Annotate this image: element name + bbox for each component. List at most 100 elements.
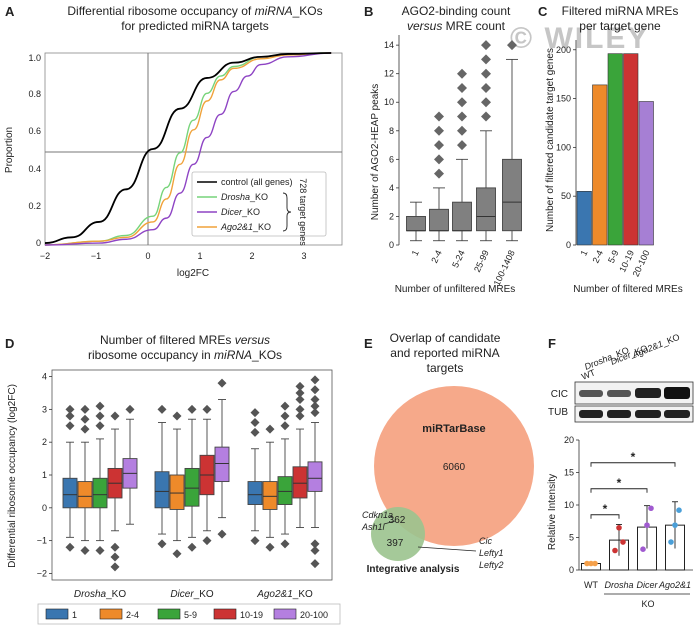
panel-d-y-ticks: −2 −1 0 1 2 3 4 [37, 372, 52, 578]
panel-b-title: AGO2-binding count [402, 4, 511, 18]
blot-label-cic: CIC [551, 389, 568, 400]
data-point [676, 507, 682, 513]
venn-small-value: 397 [387, 538, 404, 549]
outlier-point [280, 411, 290, 421]
box [406, 215, 426, 232]
panel-f-ytick: 20 [564, 435, 574, 445]
band-tub-ago [664, 410, 690, 418]
panel-f-xtick: Drosha [604, 580, 633, 590]
box-5-9 [184, 467, 200, 507]
bar-10-19 [623, 53, 639, 246]
panel-f-bars: * * * [581, 450, 685, 571]
panel-b-xtick: 100-1408 [492, 249, 517, 288]
outlier-point [125, 404, 135, 414]
band-tub-drosha [607, 410, 631, 418]
panel-a-ytick: 0 [36, 238, 41, 248]
panel-a-y-ticks: 0 0.2 0.4 0.6 0.8 1.0 [28, 53, 41, 248]
outlier-point [310, 385, 320, 395]
panel-c-ytick: 200 [556, 45, 571, 55]
panel-f-xtick: Ago2&1 [658, 580, 691, 590]
blot-tub [574, 405, 694, 423]
outlier-point [250, 536, 260, 546]
outlier-point [80, 404, 90, 414]
panel-c-xtick: 1 [578, 249, 589, 258]
legend-swatch-20-100 [273, 608, 297, 620]
outlier-point [95, 411, 105, 421]
outlier-point [65, 411, 75, 421]
panel-d-ytick: 0 [42, 503, 47, 513]
venn-big-label: miRTarBase [422, 423, 485, 435]
panel-e-letter: E [364, 336, 373, 351]
outlier-point [295, 404, 305, 414]
panel-b-xtick: 25-99 [472, 249, 491, 274]
data-point [668, 539, 674, 545]
panel-a-xtick: −1 [91, 251, 101, 261]
box [452, 201, 472, 232]
outlier-point [310, 408, 320, 418]
panel-f: F WT Drosha_KO Dicer_KO Ago2&1_KO CIC TU… [547, 332, 694, 609]
outlier-point [481, 68, 491, 79]
outlier-point [481, 54, 491, 65]
outlier-point [280, 401, 290, 411]
box-2-4 [169, 474, 185, 510]
outlier-point [280, 539, 290, 549]
panel-c-xlabel: Number of filtered MREs [573, 284, 682, 295]
ko-group-label: KO [641, 599, 654, 609]
bar-5-9 [607, 53, 623, 246]
significance-bracket [590, 514, 620, 519]
significance-star: * [603, 502, 608, 516]
data-point [584, 560, 590, 567]
panel-b-xlabel: Number of unfiltered MREs [395, 284, 516, 295]
panel-d-ytick: 3 [42, 404, 47, 414]
outlier-point [250, 418, 260, 427]
cdf-line-control--all-genes- [44, 52, 332, 244]
box [476, 187, 496, 232]
panel-d-group-label: Drosha_KO [74, 589, 126, 600]
outlier-point [80, 545, 90, 555]
watermark: © WILEY [510, 22, 649, 55]
panel-d-ytick: −2 [37, 568, 47, 578]
panel-b-xtick: 2-4 [429, 249, 444, 265]
outlier-point [157, 404, 167, 414]
venn-integrative [371, 507, 425, 561]
outlier-point [434, 168, 444, 179]
blot-cic [574, 381, 694, 405]
panel-a-xlabel: log2FC [177, 268, 209, 279]
box-1 [62, 477, 78, 509]
data-point [620, 539, 626, 545]
panel-b-title-line2: versus MRE count [407, 19, 506, 33]
outlier-point [481, 82, 491, 93]
gene-pointer-right [417, 546, 477, 552]
panel-f-x-ticks: WT Drosha Dicer Ago2&1 [584, 580, 691, 590]
significance-bracket [590, 462, 676, 467]
outlier-point [110, 552, 120, 562]
panel-f-letter: F [548, 336, 556, 351]
panel-a-title: Differential ribosome occupancy of miRNA… [67, 4, 322, 18]
outlier-point [250, 427, 260, 437]
outlier-point [310, 559, 320, 569]
panel-c-ytick: 50 [561, 191, 571, 201]
panel-a-ytick: 0.6 [28, 126, 41, 136]
outlier-point [457, 97, 467, 108]
panel-a-xtick: 0 [145, 251, 150, 261]
legend-label-drosha: Drosha_KO [221, 192, 268, 202]
panel-b-ytick: 4 [389, 183, 394, 193]
panel-a-letter: A [5, 4, 15, 19]
panel-d-group-label: Dicer_KO [170, 589, 214, 600]
panel-c-title: Filtered miRNA MREs [562, 4, 679, 18]
outlier-point [295, 411, 305, 421]
blot-lane-labels: WT Drosha_KO Dicer_KO Ago2&1_KO [580, 332, 681, 382]
panel-c-ytick: 100 [556, 142, 571, 152]
legend-swatch-10-19 [213, 608, 237, 620]
panel-c-ytick: 0 [566, 240, 571, 250]
bar-20-100 [638, 101, 654, 246]
box-20-100 [307, 461, 323, 492]
panel-d-title: Number of filtered MREs versus [100, 333, 270, 347]
band-tub-dicer [635, 410, 661, 418]
outlier-point [110, 562, 120, 572]
outlier-point [217, 378, 227, 388]
box-5-9 [277, 476, 293, 505]
panel-b-letter: B [364, 4, 373, 19]
outlier-point [310, 545, 320, 555]
panel-d-ylabel: Differential ribosome occupancy (log2FC) [7, 384, 18, 568]
